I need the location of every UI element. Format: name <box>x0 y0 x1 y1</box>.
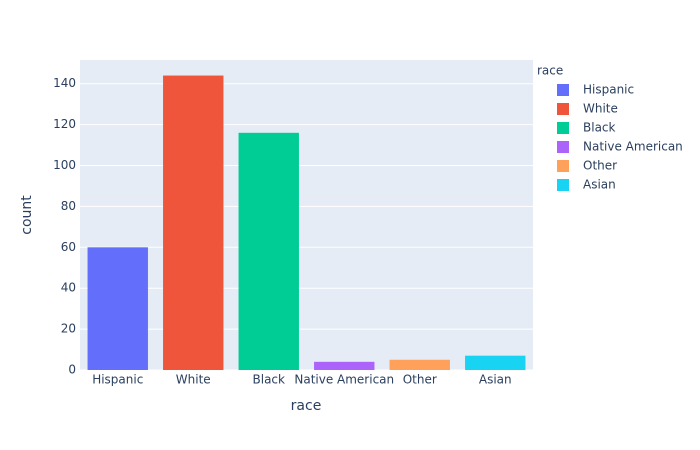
bar <box>389 359 450 370</box>
y-tick-label: 60 <box>61 240 76 254</box>
y-tick-label: 20 <box>61 322 76 336</box>
legend-label: Other <box>583 159 617 173</box>
y-tick-label: 120 <box>53 117 76 131</box>
legend-label: Native American <box>583 140 683 154</box>
x-tick-label: Native American <box>294 373 394 387</box>
legend-label: Asian <box>583 178 616 192</box>
legend-swatch <box>557 160 569 172</box>
bar <box>87 247 148 370</box>
legend-swatch <box>557 84 569 96</box>
x-tick-label: Hispanic <box>92 373 143 387</box>
x-tick-label: White <box>176 373 211 387</box>
y-tick-label: 80 <box>61 199 76 213</box>
bar <box>465 355 526 370</box>
x-tick-label: Black <box>253 373 286 387</box>
plot-area <box>80 60 533 370</box>
y-tick-label: 140 <box>53 76 76 90</box>
legend-swatch <box>557 179 569 191</box>
x-tick-label: Asian <box>479 373 512 387</box>
y-tick-label: 100 <box>53 158 76 172</box>
legend-swatch <box>557 122 569 134</box>
legend-label: Hispanic <box>583 83 634 97</box>
y-tick-label: 40 <box>61 281 76 295</box>
y-axis-title: count <box>19 195 35 235</box>
bar <box>314 361 375 370</box>
bar <box>163 75 224 370</box>
x-axis-title: race <box>291 398 322 414</box>
legend-swatch <box>557 141 569 153</box>
legend-label: Black <box>583 121 616 135</box>
legend-title: race <box>537 64 563 78</box>
y-tick-label: 0 <box>68 363 76 377</box>
bar <box>238 132 299 370</box>
x-tick-label: Other <box>403 373 437 387</box>
legend-swatch <box>557 103 569 115</box>
legend-label: White <box>583 102 618 116</box>
